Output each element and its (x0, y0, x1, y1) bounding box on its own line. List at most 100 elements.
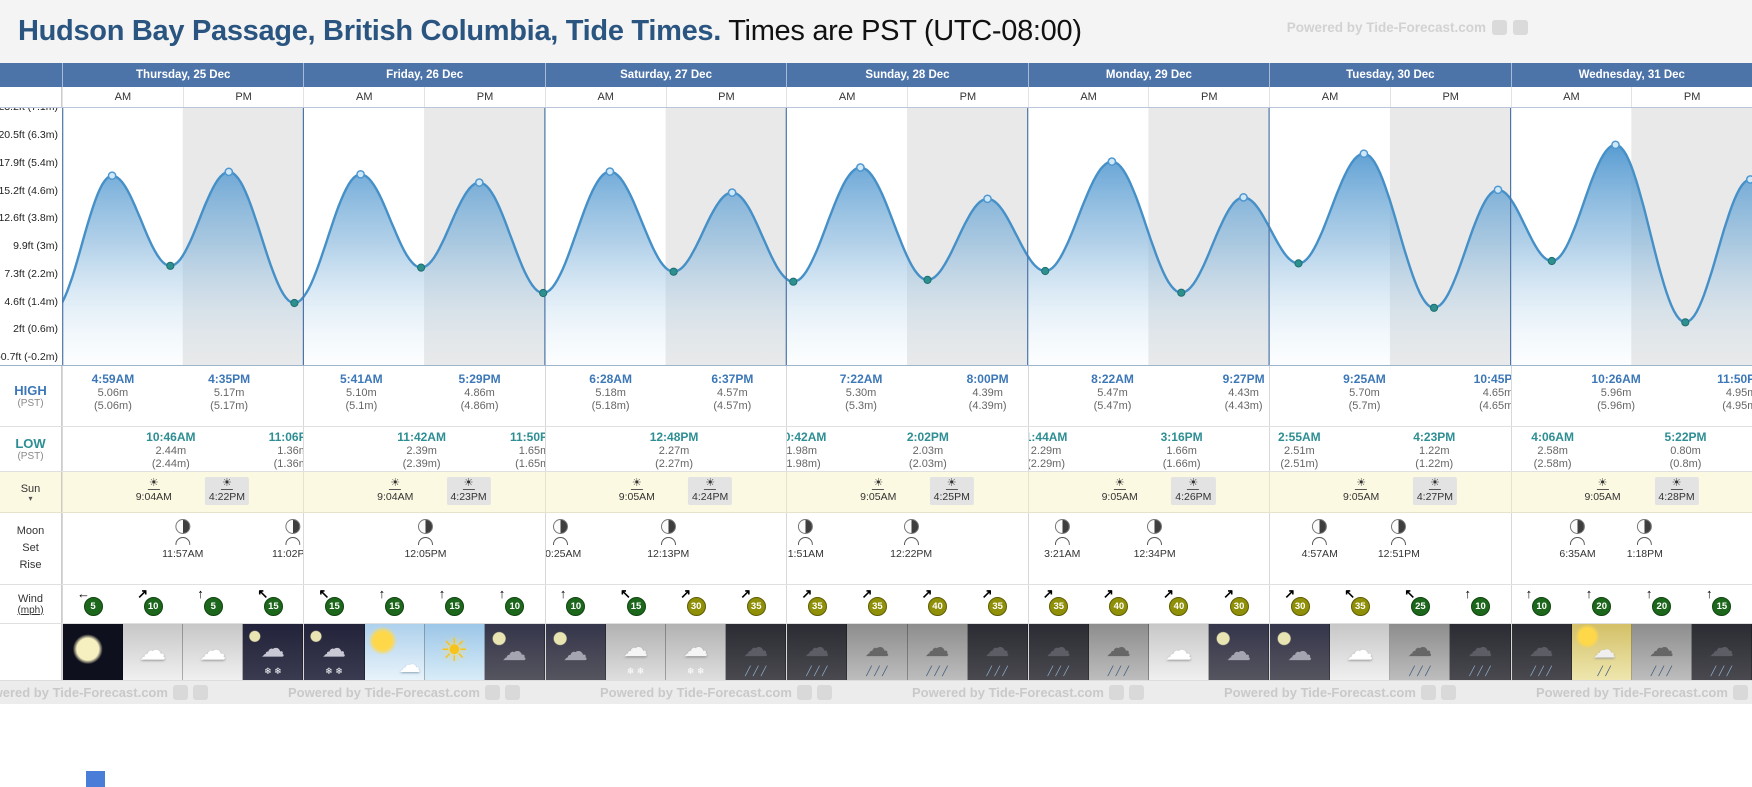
low-tide-cell: 2:55AM 2.51m (2.51m) 4:23PM 1.22m (1.22m) (1269, 427, 1510, 471)
ampm-cell: AM PM (544, 87, 787, 107)
share-icon[interactable] (192, 685, 208, 700)
sunset-time: 4:28PM (1658, 491, 1695, 503)
sun-row-toggle[interactable]: Sun ▾ (0, 472, 62, 512)
share-icon[interactable] (1732, 685, 1748, 700)
sun-rain-icon (1571, 624, 1632, 680)
high-row-label: HIGH (PST) (0, 366, 62, 426)
tide-height: 5.17m (213, 386, 245, 399)
share-icon[interactable] (1513, 20, 1528, 35)
moon-label: Moon (16, 524, 45, 537)
share-icon[interactable] (1420, 685, 1436, 700)
tide-height-alt: (5.7m) (1348, 400, 1381, 413)
moon-rise-entry: 11:02PM (272, 519, 303, 560)
high-tide-entry: 8:00PM 4.39m (4.39m) (967, 372, 1009, 413)
wind-direction-icon: ↗ (861, 586, 873, 601)
wind-cell: ↗ 10 (123, 585, 183, 623)
share-icon[interactable] (1128, 685, 1144, 700)
share-icon[interactable] (484, 685, 500, 700)
tide-height: 1.36m (277, 444, 303, 457)
wind-cell: ↑ 20 (1632, 585, 1692, 623)
share-icon[interactable] (1440, 685, 1456, 700)
share-icon[interactable] (796, 685, 812, 700)
watermark[interactable]: Powered by Tide-Forecast.com (1224, 685, 1456, 700)
sunrise-entry: ☀ 9:05AM (856, 477, 900, 505)
y-axis: 23.2ft (7.1m) 20.5ft (6.3m) 17.9ft (5.4m) 1… (0, 108, 62, 365)
moon-phase-icon (1312, 519, 1328, 534)
tide-height: 1.66m (1166, 444, 1197, 457)
tide-curve-svg (62, 108, 1752, 365)
wind-cell: ↗ 30 (1270, 585, 1330, 623)
watermark-text: Powered by Tide-Forecast.com (0, 685, 168, 700)
moonset-icon (1637, 537, 1653, 545)
sunset-icon: ☀ (1187, 477, 1200, 490)
low-label: LOW (15, 436, 46, 451)
sunset-time: 4:23PM (450, 491, 487, 503)
sunrise-entry: ☀ 9:05AM (1339, 477, 1383, 505)
wind-speed-badge: 40 (928, 597, 948, 616)
watermark[interactable]: Powered by Tide-Forecast.com (0, 685, 208, 700)
high-tide-entry: 10:26AM 5.96m (5.96m) (1591, 372, 1640, 413)
page-title-timezone: Times are PST (UTC-08:00) (720, 15, 1082, 47)
tide-height-alt: (5.3m) (845, 400, 877, 413)
mph-units-link[interactable]: (mph) (17, 604, 44, 616)
high-tide-marker (983, 194, 992, 204)
wind-day-cell: ↑ 10 ↖ 15 ↗ 30 ↗ 35 (544, 585, 786, 623)
share-icon[interactable] (816, 685, 832, 700)
tide-height: 4.39m (972, 386, 1003, 399)
am-label: AM (303, 87, 424, 107)
high-tide-marker (356, 169, 365, 179)
wind-row-label: Wind (mph) (0, 585, 62, 623)
tide-height: 2.29m (1030, 444, 1062, 457)
watermark-text: Powered by Tide-Forecast.com (288, 685, 480, 700)
sunrise-time: 9:04AM (377, 491, 414, 503)
am-label: AM (1269, 87, 1390, 107)
tide-time: 7:22AM (839, 372, 883, 386)
share-icon[interactable] (172, 685, 188, 700)
low-tide-marker (1429, 303, 1439, 312)
corner-cell (0, 63, 62, 87)
watermark[interactable]: Powered by Tide-Forecast.com (1287, 20, 1528, 35)
watermark-text: Powered by Tide-Forecast.com (1224, 685, 1416, 700)
y-axis-label: 15.2ft (4.6m) (0, 184, 58, 197)
wind-direction-icon: ↑ (1525, 586, 1533, 601)
share-icon[interactable] (1492, 20, 1507, 35)
wind-direction-icon: ↑ (1645, 586, 1653, 601)
tide-height-alt: (4.65m) (1479, 400, 1510, 413)
moon-cell: 11:57AM 11:02PM (62, 513, 303, 584)
night-rain-icon (1028, 624, 1089, 680)
high-tide-marker (1611, 140, 1620, 150)
moon-cell: 3:21AM 12:34PM (1027, 513, 1269, 584)
wind-row: Wind (mph) ← 5 ↗ 10 ↑ 5 ↖ 15 ↖ 15 ↑ 15 ↑ 15 ↑ 10 ↑ 10 ↖ 15 ↗… (0, 585, 1752, 624)
wind-cell: ↑ 20 (1572, 585, 1632, 623)
wind-speed-badge: 10 (566, 597, 586, 616)
watermark[interactable]: Powered by Tide-Forecast.com (912, 685, 1144, 700)
moon-rise-entry: 4:57AM (1302, 519, 1338, 560)
high-tide-cell: 5:41AM 5.10m (5.1m) 5:29PM 4.86m (4.86m) (303, 366, 544, 426)
low-tide-entry: 11:42AM 2.39m (2.39m) (397, 430, 446, 471)
share-icon[interactable] (504, 685, 520, 700)
tide-height: 4.43m (1228, 386, 1259, 399)
watermark[interactable]: Powered by Tide-Forecast.com (600, 685, 832, 700)
y-axis-label: 7.3ft (2.2m) (4, 267, 58, 280)
moon-set-entry: 12:51PM (1378, 519, 1420, 560)
tide-time: 11:06PM (268, 430, 304, 444)
night-cloud-icon (484, 624, 545, 680)
low-tide-marker (417, 263, 426, 272)
sun-cell: ☀ 9:05AM ☀ 4:25PM (786, 472, 1027, 512)
watermark[interactable]: Powered by Tide-Forecast.com (1536, 685, 1752, 700)
sun-cell: ☀ 9:05AM ☀ 4:27PM (1269, 472, 1510, 512)
watermark[interactable]: Powered by Tide-Forecast.com (288, 685, 520, 700)
low-tide-marker (1177, 288, 1186, 297)
moon-cell: 12:05PM (303, 513, 544, 584)
moon-set-time: 1:18PM (1626, 548, 1663, 560)
high-tide-entry: 4:59AM 5.06m (5.06m) (92, 372, 135, 413)
watermark-text: Powered by Tide-Forecast.com (1286, 20, 1486, 35)
tide-height-alt: (2.44m) (151, 458, 190, 471)
pm-label: PM (665, 87, 787, 107)
share-icon[interactable] (1108, 685, 1124, 700)
moon-cell: 00:25AM 12:13PM (544, 513, 786, 584)
day-header: Wednesday, 31 Dec (1510, 63, 1752, 87)
